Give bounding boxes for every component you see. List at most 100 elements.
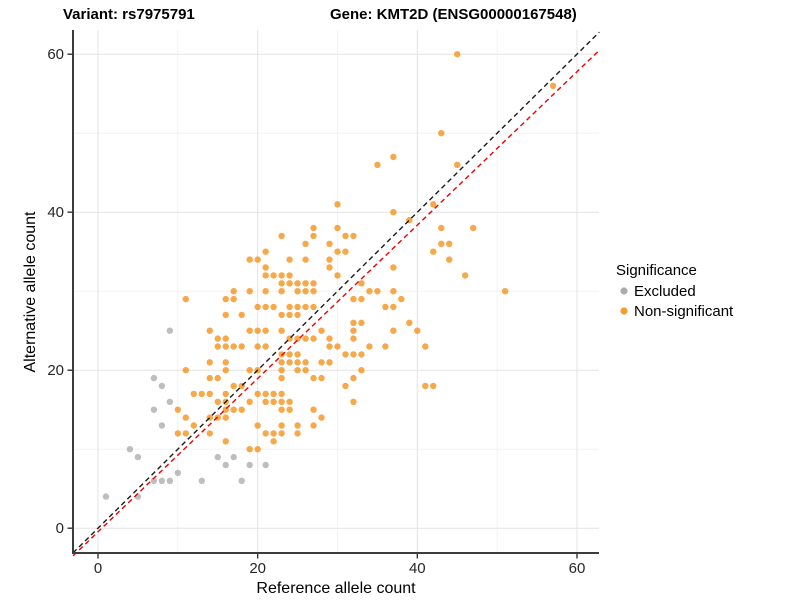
point-non-significant: [294, 367, 301, 374]
point-non-significant: [222, 367, 229, 374]
point-non-significant: [430, 382, 437, 390]
point-non-significant: [270, 438, 277, 445]
point-non-significant: [342, 382, 349, 390]
point-non-significant: [270, 398, 277, 405]
fitted-line: [72, 49, 600, 557]
point-non-significant: [454, 51, 461, 58]
point-non-significant: [350, 327, 357, 334]
point-non-significant: [286, 359, 293, 366]
point-non-significant: [198, 390, 205, 398]
point-non-significant: [318, 414, 325, 421]
point-non-significant: [350, 335, 357, 342]
point-non-significant: [302, 359, 309, 366]
point-excluded: [222, 461, 229, 469]
point-non-significant: [318, 359, 325, 366]
point-non-significant: [294, 422, 301, 429]
point-non-significant: [310, 422, 317, 429]
point-non-significant: [254, 303, 261, 311]
point-non-significant: [438, 240, 445, 247]
legend: Significance Excluded Non-significant: [616, 262, 734, 320]
point-non-significant: [310, 224, 317, 232]
point-non-significant: [222, 359, 229, 366]
point-non-significant: [206, 327, 213, 334]
point-non-significant: [278, 288, 285, 295]
y-tick-label: 40: [47, 204, 64, 221]
point-non-significant: [294, 311, 301, 319]
point-excluded: [150, 477, 158, 484]
point-non-significant: [310, 406, 317, 413]
point-non-significant: [414, 327, 421, 334]
point-non-significant: [222, 311, 229, 319]
point-non-significant: [350, 295, 357, 303]
point-non-significant: [302, 303, 309, 311]
point-non-significant: [278, 406, 285, 413]
point-non-significant: [246, 367, 253, 374]
point-non-significant: [286, 351, 293, 358]
point-non-significant: [438, 130, 445, 137]
point-non-significant: [358, 319, 365, 326]
point-non-significant: [206, 359, 213, 366]
point-non-significant: [214, 343, 221, 350]
point-non-significant: [278, 422, 285, 429]
point-non-significant: [278, 374, 285, 382]
point-non-significant: [214, 398, 221, 405]
point-non-significant: [246, 327, 253, 334]
x-tick-label: 20: [249, 560, 266, 577]
legend-label-nonsignificant: Non-significant: [634, 303, 734, 320]
point-non-significant: [374, 288, 381, 295]
point-non-significant: [262, 272, 269, 279]
point-excluded: [262, 461, 269, 469]
point-non-significant: [254, 390, 261, 398]
point-non-significant: [334, 272, 341, 279]
point-non-significant: [286, 406, 293, 413]
point-non-significant: [206, 430, 213, 437]
point-non-significant: [318, 374, 325, 382]
point-non-significant: [278, 390, 285, 398]
plot-title-gene: Gene: KMT2D (ENSG00000167548): [330, 6, 577, 23]
point-non-significant: [310, 335, 317, 342]
point-non-significant: [262, 430, 269, 437]
point-non-significant: [422, 343, 429, 350]
point-non-significant: [350, 319, 357, 326]
point-excluded: [126, 446, 134, 453]
point-non-significant: [350, 351, 357, 358]
point-non-significant: [270, 390, 277, 398]
point-non-significant: [238, 311, 245, 319]
gridlines-major: [73, 30, 599, 553]
legend-key-excluded-icon: [620, 287, 628, 295]
point-non-significant: [446, 256, 453, 263]
point-excluded: [150, 374, 158, 382]
point-excluded: [174, 469, 182, 477]
point-non-significant: [262, 327, 269, 334]
point-non-significant: [294, 351, 301, 358]
point-non-significant: [334, 248, 341, 255]
point-non-significant: [222, 414, 229, 421]
x-tick-label: 60: [569, 560, 586, 577]
point-non-significant: [366, 343, 373, 350]
point-non-significant: [278, 232, 285, 240]
point-non-significant: [254, 446, 261, 453]
point-non-significant: [270, 272, 277, 279]
point-non-significant: [462, 272, 469, 279]
gridlines-minor: [73, 30, 599, 553]
point-non-significant: [470, 224, 477, 232]
point-non-significant: [294, 303, 301, 311]
point-non-significant: [350, 398, 357, 405]
point-non-significant: [278, 311, 285, 319]
point-non-significant: [390, 153, 397, 161]
point-non-significant: [238, 406, 245, 413]
point-non-significant: [294, 335, 301, 342]
identity-line: [72, 31, 600, 554]
legend-title: Significance: [616, 262, 697, 279]
point-non-significant: [262, 264, 269, 271]
point-non-significant: [398, 295, 405, 303]
point-non-significant: [190, 390, 197, 398]
point-non-significant: [422, 382, 429, 390]
point-non-significant: [174, 406, 182, 413]
point-non-significant: [286, 303, 293, 311]
point-non-significant: [270, 303, 277, 311]
point-non-significant: [350, 232, 357, 240]
point-non-significant: [230, 295, 237, 303]
point-non-significant: [302, 288, 309, 295]
